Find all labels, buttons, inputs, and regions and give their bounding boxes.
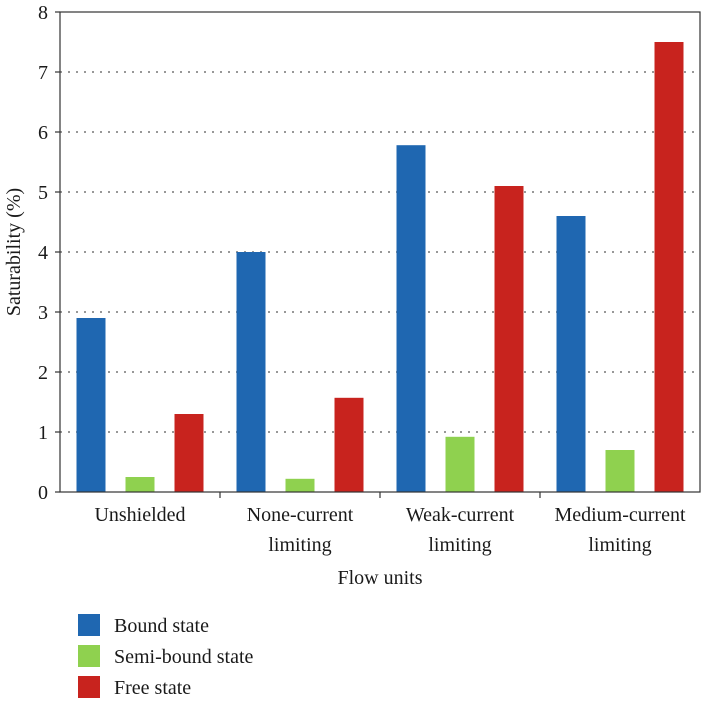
bar-semi-bound-state-0 — [125, 477, 155, 492]
legend-label: Bound state — [114, 615, 209, 637]
bar-bound-state-2 — [396, 145, 426, 492]
bar-semi-bound-state-3 — [605, 450, 635, 492]
x-category-label: None-current — [247, 504, 354, 526]
y-tick-label: 3 — [38, 302, 48, 324]
y-tick-label: 4 — [38, 242, 48, 264]
x-category-label: limiting — [428, 534, 491, 556]
y-axis: 0 1 2 3 4 5 6 7 8 — [38, 2, 60, 504]
legend-label: Free state — [114, 677, 191, 699]
bar-bound-state-3 — [556, 216, 586, 492]
legend-swatch — [78, 645, 100, 667]
y-axis-title: Saturability (%) — [3, 188, 25, 316]
y-tick-label: 6 — [38, 122, 48, 144]
legend-swatch — [78, 676, 100, 698]
x-category-label: limiting — [588, 534, 651, 556]
gridlines — [60, 71, 700, 433]
bar-free-state-2 — [494, 186, 524, 492]
bar-bound-state-1 — [236, 252, 266, 492]
bar-semi-bound-state-2 — [445, 436, 475, 492]
x-category-label: Unshielded — [94, 504, 185, 526]
y-tick-label: 5 — [38, 182, 48, 204]
y-tick-label: 2 — [38, 362, 48, 384]
x-category-label: Medium-current — [554, 504, 686, 526]
bar-free-state-1 — [334, 397, 364, 492]
y-tick-label: 7 — [38, 62, 48, 84]
bars — [76, 42, 684, 492]
y-tick-label: 0 — [38, 482, 48, 504]
legend-swatch — [78, 614, 100, 636]
y-tick-label: 8 — [38, 2, 48, 24]
bar-bound-state-0 — [76, 318, 106, 492]
bar-semi-bound-state-1 — [285, 478, 315, 492]
x-category-label: limiting — [268, 534, 331, 556]
legend-label: Semi-bound state — [114, 646, 254, 668]
x-axis: Unshielded None-current limiting Weak-curre… — [94, 492, 686, 556]
x-category-label: Weak-current — [406, 504, 515, 526]
y-tick-label: 1 — [38, 422, 48, 444]
x-axis-title: Flow units — [337, 567, 422, 589]
bar-free-state-0 — [174, 414, 204, 492]
bar-free-state-3 — [654, 42, 684, 492]
legend: Bound state Semi-bound state Free state — [78, 614, 254, 699]
